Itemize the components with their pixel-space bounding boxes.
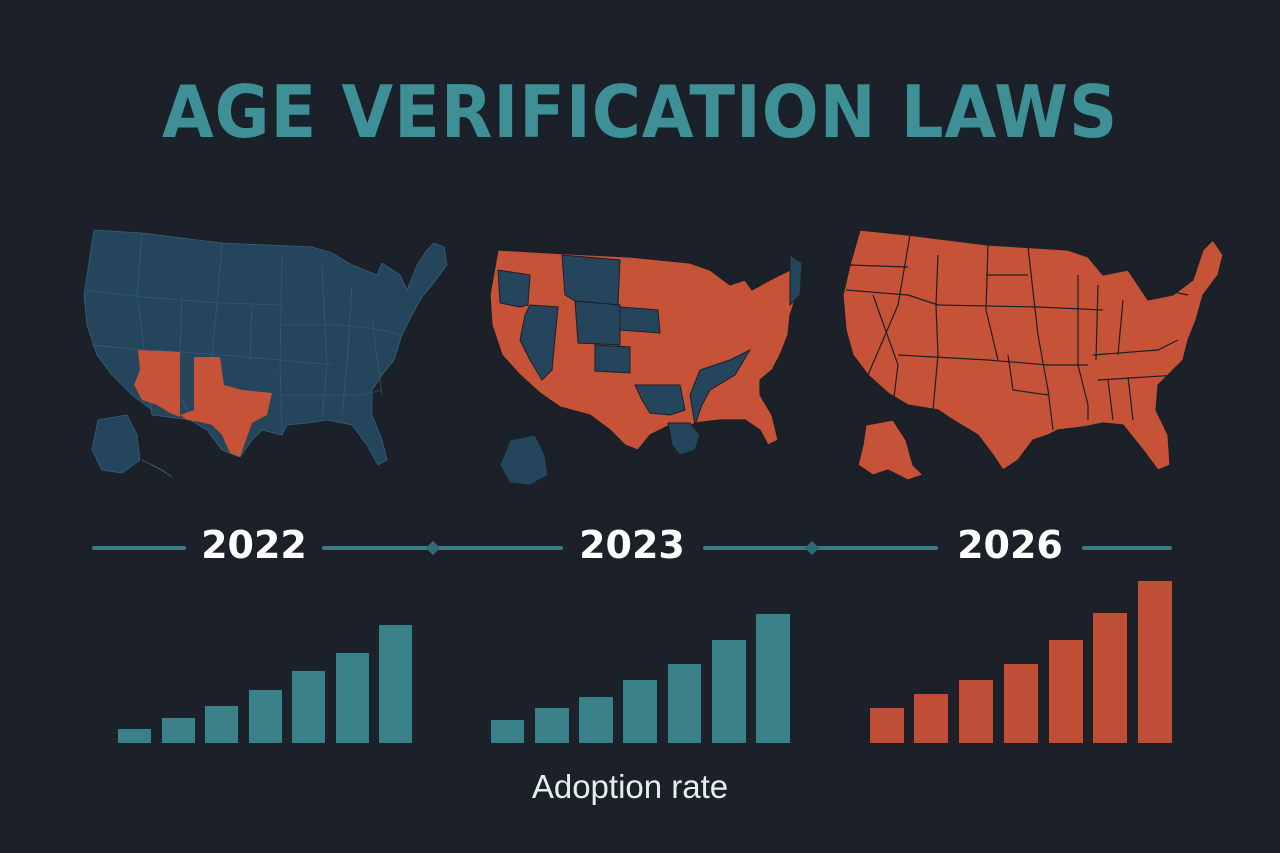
alaska-blue: [499, 434, 549, 486]
kentucky-blue: [689, 348, 752, 426]
timeline-line-2022-2023: [322, 546, 563, 550]
bar-2023-5: [667, 664, 702, 743]
bar-2023-1: [490, 720, 525, 743]
bar-2026-3: [959, 680, 994, 743]
us-map-2026: [838, 225, 1224, 490]
map-2023-graphic: [489, 249, 803, 486]
oklahoma-blue: [634, 384, 686, 416]
oregon-blue: [497, 269, 531, 308]
timeline-marker-icon: [804, 540, 820, 556]
bar-2026-5: [1048, 640, 1083, 743]
nevada-blue: [519, 304, 559, 381]
year-label-2023: 2023: [579, 523, 685, 567]
page-title: AGE VERIFICATION LAWS: [161, 70, 1119, 154]
year-label-2026: 2026: [957, 523, 1063, 567]
wyoming-colorado-blue: [574, 300, 621, 346]
south-dakota-blue: [619, 306, 661, 334]
bar-2026-7: [1138, 581, 1172, 743]
bar-2026-2: [914, 694, 949, 743]
bar-2022-4: [248, 690, 282, 743]
timeline-marker-icon: [425, 540, 441, 556]
bar-2023-3: [579, 697, 613, 743]
maine-blue: [789, 254, 803, 307]
arizona-highlight: [134, 350, 180, 417]
bar-2023-6: [712, 640, 746, 743]
bar-chart-2022: [108, 560, 412, 743]
colorado-blue: [594, 344, 631, 374]
bar-2026-6: [1093, 613, 1128, 743]
chart-caption: Adoption rate: [531, 768, 729, 805]
us-map-2023: [489, 245, 810, 486]
bar-chart-2026: [859, 560, 1172, 743]
bar-2022-7: [378, 625, 412, 743]
map-2022-graphic: [83, 229, 448, 478]
year-label-2022: 2022: [201, 523, 307, 567]
bar-2022-3: [205, 706, 239, 743]
bar-2026-1: [869, 708, 904, 743]
map-2026-graphic: [842, 229, 1224, 481]
bar-2022-2: [161, 718, 195, 743]
timeline-line-2023-2026: [703, 546, 938, 550]
bar-2023-4: [623, 680, 658, 743]
bar-2026-4: [1003, 664, 1038, 743]
bar-2022-6: [335, 653, 369, 743]
bar-chart-2023: [480, 560, 790, 743]
louisiana-blue: [667, 422, 701, 456]
bar-2022-5: [292, 671, 326, 743]
timeline-line-right: [1082, 546, 1172, 550]
texas-highlight: [180, 357, 272, 457]
montana-blue: [561, 254, 621, 306]
timeline-line-left: [92, 546, 186, 550]
us-map-2022: [82, 225, 452, 485]
bar-2023-7: [756, 614, 790, 743]
bar-2022-1: [118, 729, 152, 743]
bar-2023-2: [534, 708, 569, 743]
